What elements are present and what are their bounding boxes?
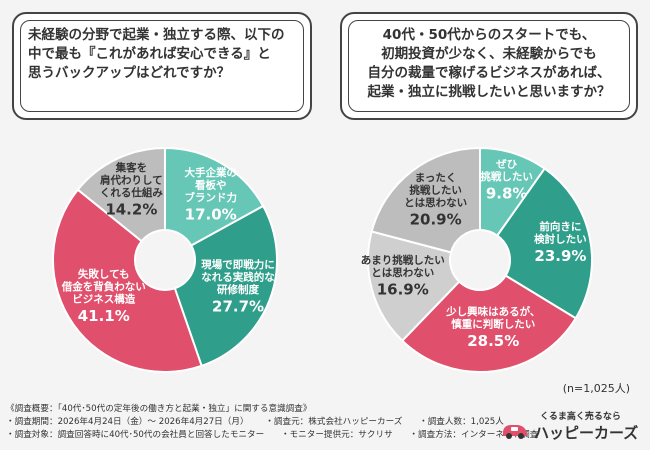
pie-slice (164, 146, 265, 247)
survey-count: ・調査人数：1,025人 (419, 417, 504, 427)
pie-slice (367, 230, 461, 343)
pie-slice-value: 23.9% (534, 247, 586, 265)
car-icon (503, 425, 527, 439)
pie-slice-value: 28.5% (467, 332, 519, 350)
sample-size: (n=1,025人) (562, 382, 630, 395)
pie-slice-label: 前向きに検討したい (534, 220, 587, 246)
right-question-inner-frame (348, 20, 630, 112)
pie-slice (76, 146, 166, 243)
right-question-box: 40代・50代からのスタートでも、 初期投資が少なく、未経験からでも 自分の裁量… (340, 12, 638, 120)
survey-title: 《調査概要：「40代･50代の定年後の働き方と起業・独立」に関する意識調査》 (6, 404, 312, 414)
pie-slice-value: 9.8% (486, 185, 528, 203)
survey-period: ・調査期間：2026年4月24日（金）～ 2026年4月27日（月） (6, 417, 249, 427)
pie-slice (173, 204, 278, 368)
pie-slice-value: 16.9% (377, 280, 429, 298)
happy-cars-logo: くるま高く売るなら ハッピーカーズ (500, 409, 645, 447)
left-question-inner-frame (20, 20, 304, 112)
right-question-text: 40代・50代からのスタートでも、 初期投資が少なく、未経験からでも 自分の裁量… (367, 27, 611, 100)
pie-slice-value: 20.9% (410, 211, 462, 229)
pie-slice-label: 少し興味はあるが、慎重に判断したい (445, 305, 540, 331)
left-question-box: 未経験の分野で起業・独立する際、以下の 中で最も『これがあれば安心できる』と 思… (12, 12, 312, 120)
left-pie-chart: 大手企業の看板やブランド力 17.0% 現場で即戦力になれる実践的な研修制度27.7… (52, 146, 278, 373)
pie-slice (495, 167, 593, 320)
survey-method: ・調査方法：インターネット調査 (409, 430, 539, 440)
pie-slice (400, 274, 578, 373)
pie-slice-label: 現場で即戦力になれる実践的な研修制度 (201, 258, 275, 296)
pie-slice-label: 大手企業の看板やブランド力 (184, 166, 237, 204)
pie-slice (52, 188, 203, 373)
pie-slice-label: 集客を肩代わりしてくれる仕組み (100, 161, 163, 199)
pie-slice (370, 146, 481, 254)
survey-provider: ・モニター提供元：サクリサ (280, 430, 393, 440)
pie-slice-label: 失敗しても借金を背負わないビジネス構造 (61, 268, 146, 306)
pie-slice-label: あまり挑戦したいとは思わない (361, 253, 445, 279)
survey-target: ・調査対象：調査回答時に40代･50代の会社員と回答したモニター (6, 430, 265, 440)
logo-brand: ハッピーカーズ (534, 424, 639, 442)
pie-slice-value: 14.2% (105, 200, 157, 218)
survey-summary: 《調査概要：「40代･50代の定年後の働き方と起業・独立」に関する意識調査》 ・… (6, 403, 552, 442)
pie-slice-label: ぜひ挑戦したい (480, 159, 533, 184)
pie-slice-value: 41.1% (78, 307, 130, 325)
pie-slice-value: 17.0% (185, 206, 237, 224)
left-question-text: 未経験の分野で起業・独立する際、以下の 中で最も『これがあれば安心できる』と 思… (28, 27, 285, 81)
pie-slice-value: 27.7% (212, 297, 264, 315)
pie-slice-label: まったく挑戦したいとは思わない (404, 172, 467, 209)
survey-org: ・調査元：株式会社ハッピーカーズ (265, 417, 403, 427)
logo-tagline: くるま高く売るなら (540, 412, 621, 422)
